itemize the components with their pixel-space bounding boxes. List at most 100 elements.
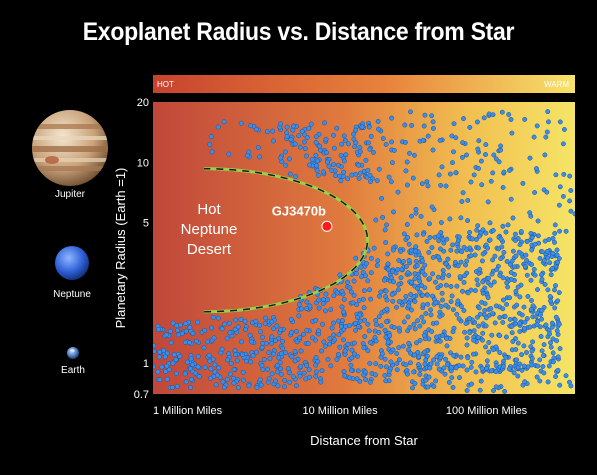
data-point: [509, 323, 515, 329]
data-point: [433, 279, 438, 285]
data-point: [421, 319, 427, 325]
data-point: [553, 172, 559, 178]
data-point: [406, 257, 412, 263]
data-point: [254, 385, 260, 391]
data-point: [385, 267, 391, 273]
data-point: [547, 294, 553, 299]
data-point: [429, 245, 435, 251]
data-point: [444, 336, 449, 341]
data-point: [414, 263, 420, 269]
data-point: [383, 378, 389, 384]
data-point: [174, 384, 180, 389]
data-point: [535, 287, 540, 293]
data-point: [543, 134, 549, 140]
data-point: [390, 247, 396, 253]
data-point: [491, 347, 496, 353]
data-point: [506, 112, 512, 117]
data-point: [215, 315, 221, 321]
data-point: [524, 316, 530, 322]
data-point: [396, 299, 402, 305]
data-point: [220, 379, 226, 385]
data-point: [434, 334, 439, 340]
data-point: [448, 247, 454, 253]
data-point: [450, 242, 456, 248]
data-point: [481, 115, 487, 121]
data-point: [378, 289, 384, 295]
data-point: [454, 283, 460, 289]
data-point: [529, 262, 535, 267]
data-point: [455, 298, 461, 304]
data-point: [438, 182, 444, 188]
data-point: [358, 318, 363, 324]
data-point: [284, 124, 290, 130]
data-point: [202, 364, 208, 370]
data-point: [313, 317, 319, 323]
data-point: [512, 264, 518, 270]
data-point: [313, 134, 319, 140]
data-point: [515, 340, 521, 346]
data-point: [463, 320, 469, 326]
data-point: [519, 352, 525, 358]
data-point: [465, 290, 471, 296]
data-point: [321, 169, 326, 175]
data-point: [491, 279, 497, 285]
data-point: [342, 348, 348, 354]
data-point: [371, 245, 377, 251]
data-point: [552, 230, 558, 236]
data-point: [488, 282, 494, 288]
data-point: [183, 328, 189, 334]
data-point: [321, 339, 327, 345]
data-point: [394, 351, 400, 356]
data-point: [399, 267, 405, 273]
data-point: [362, 369, 368, 375]
data-point: [334, 125, 340, 131]
data-point: [358, 170, 363, 176]
data-point: [512, 317, 518, 323]
data-point: [319, 368, 325, 374]
data-point: [548, 298, 553, 304]
data-point: [456, 234, 462, 240]
data-point: [498, 256, 504, 262]
data-point: [449, 375, 455, 381]
data-point: [323, 291, 329, 297]
data-point: [343, 152, 349, 158]
data-point: [443, 183, 449, 189]
data-point: [270, 128, 276, 134]
data-point: [493, 384, 499, 390]
data-point: [471, 328, 477, 334]
data-point: [441, 365, 447, 371]
data-point: [552, 239, 557, 245]
data-point: [406, 241, 412, 247]
data-point: [313, 362, 319, 368]
data-point: [211, 335, 217, 341]
data-point: [379, 195, 385, 201]
data-point: [452, 259, 458, 265]
data-point: [461, 308, 467, 313]
data-point: [538, 334, 544, 339]
data-point: [331, 162, 337, 167]
data-point: [405, 235, 410, 240]
data-point: [320, 321, 325, 327]
data-point: [390, 298, 396, 304]
data-point: [476, 323, 482, 329]
data-point: [186, 340, 192, 346]
data-point: [477, 311, 483, 317]
data-point: [347, 285, 353, 291]
data-point: [367, 379, 373, 385]
data-point: [342, 373, 347, 379]
data-point: [368, 270, 374, 276]
jupiter-icon: [32, 110, 108, 186]
data-point: [208, 134, 214, 140]
data-point: [308, 121, 314, 127]
data-point: [360, 269, 366, 275]
data-point: [227, 330, 233, 336]
data-point: [397, 328, 403, 334]
data-point: [358, 264, 364, 270]
data-point: [521, 304, 527, 310]
data-point: [406, 303, 412, 309]
data-point: [419, 314, 425, 320]
data-point: [371, 149, 376, 155]
data-point: [542, 238, 548, 244]
data-point: [173, 357, 179, 363]
data-point: [510, 339, 516, 344]
